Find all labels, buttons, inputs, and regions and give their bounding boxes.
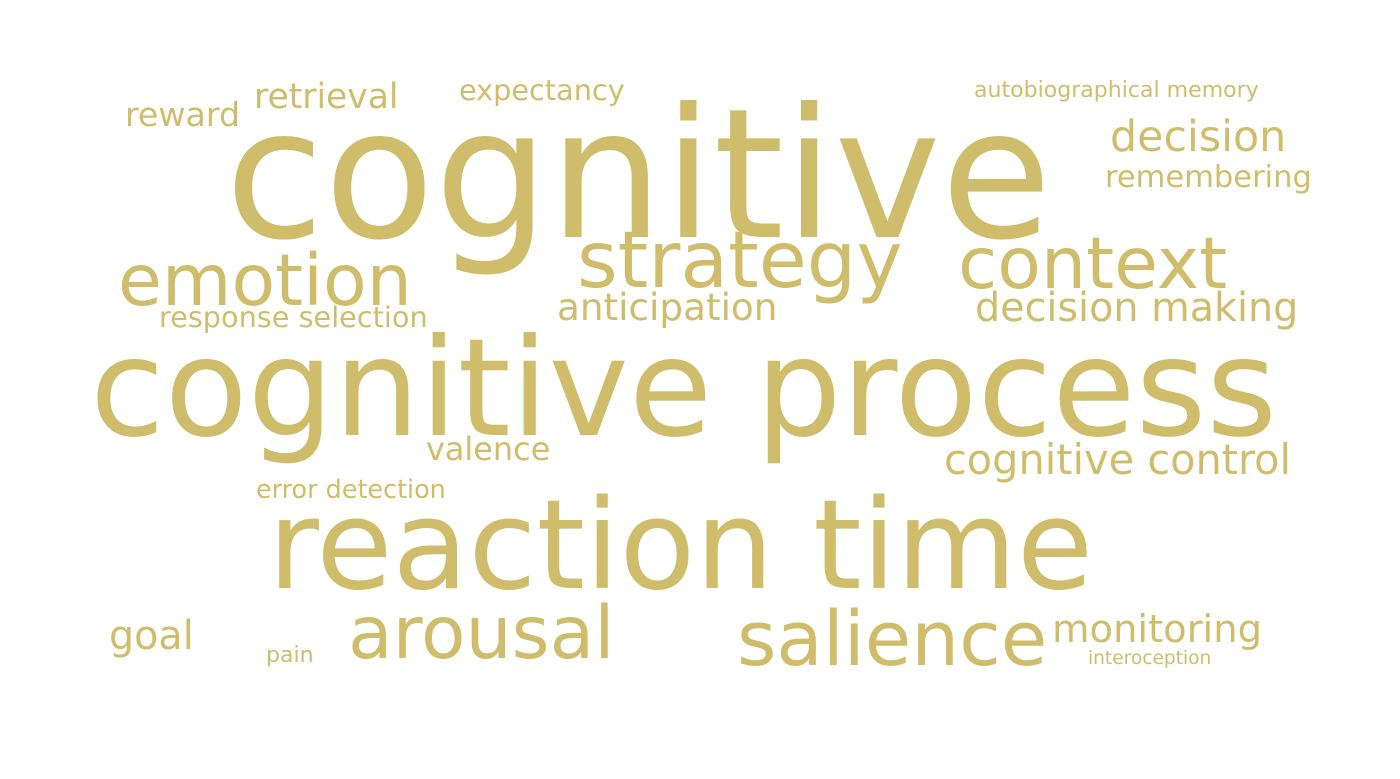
word-salience: salience [737,595,1048,683]
word-cognitive-control: cognitive control [944,436,1292,484]
word-cognitive-process: cognitive process [90,310,1278,468]
word-valence: valence [426,430,551,468]
word-remembering: remembering [1105,160,1312,195]
word-response-selection: response selection [159,300,428,334]
word-anticipation: anticipation [557,285,778,329]
word-decision: decision [1110,112,1287,162]
word-pain: pain [266,643,314,668]
word-context: context [958,222,1228,305]
word-emotion: emotion [118,239,412,322]
word-strategy: strategy [577,216,903,306]
word-goal: goal [109,613,194,659]
word-arousal: arousal [348,591,615,676]
word-reward: reward [125,95,241,134]
word-monitoring: monitoring [1052,607,1263,652]
word-decision-making: decision making [975,285,1299,331]
word-retrieval: retrieval [254,77,399,117]
word-cognitive: cognitive [225,70,1052,280]
word-reaction-time: reaction time [268,474,1094,618]
word-interoception: interoception [1088,648,1212,669]
word-error-detection: error detection [256,475,446,505]
word-expectancy: expectancy [459,73,625,107]
word-autobiographical-memory: autobiographical memory [974,78,1259,103]
